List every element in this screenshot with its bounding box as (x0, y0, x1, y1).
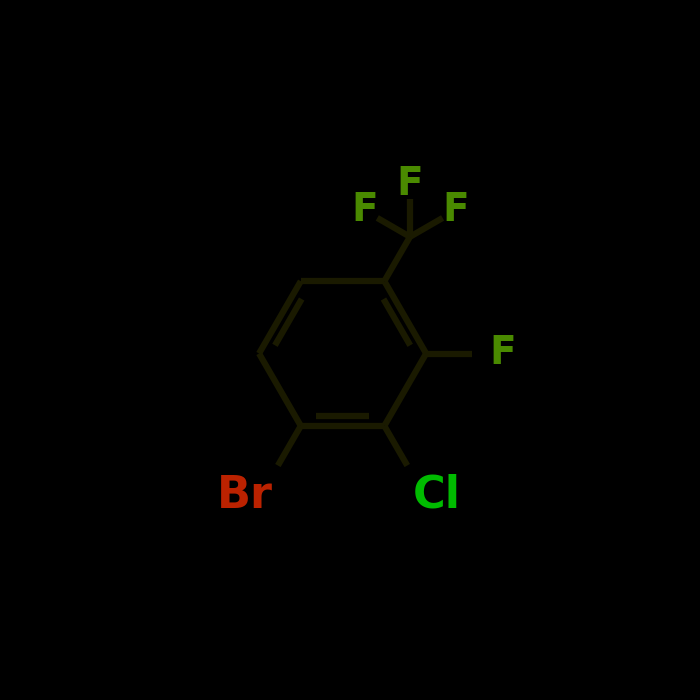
Text: F: F (397, 165, 424, 203)
Text: Br: Br (216, 474, 272, 517)
Text: F: F (442, 191, 469, 230)
Text: F: F (489, 335, 516, 372)
Text: F: F (351, 191, 377, 230)
Text: Cl: Cl (412, 474, 461, 517)
